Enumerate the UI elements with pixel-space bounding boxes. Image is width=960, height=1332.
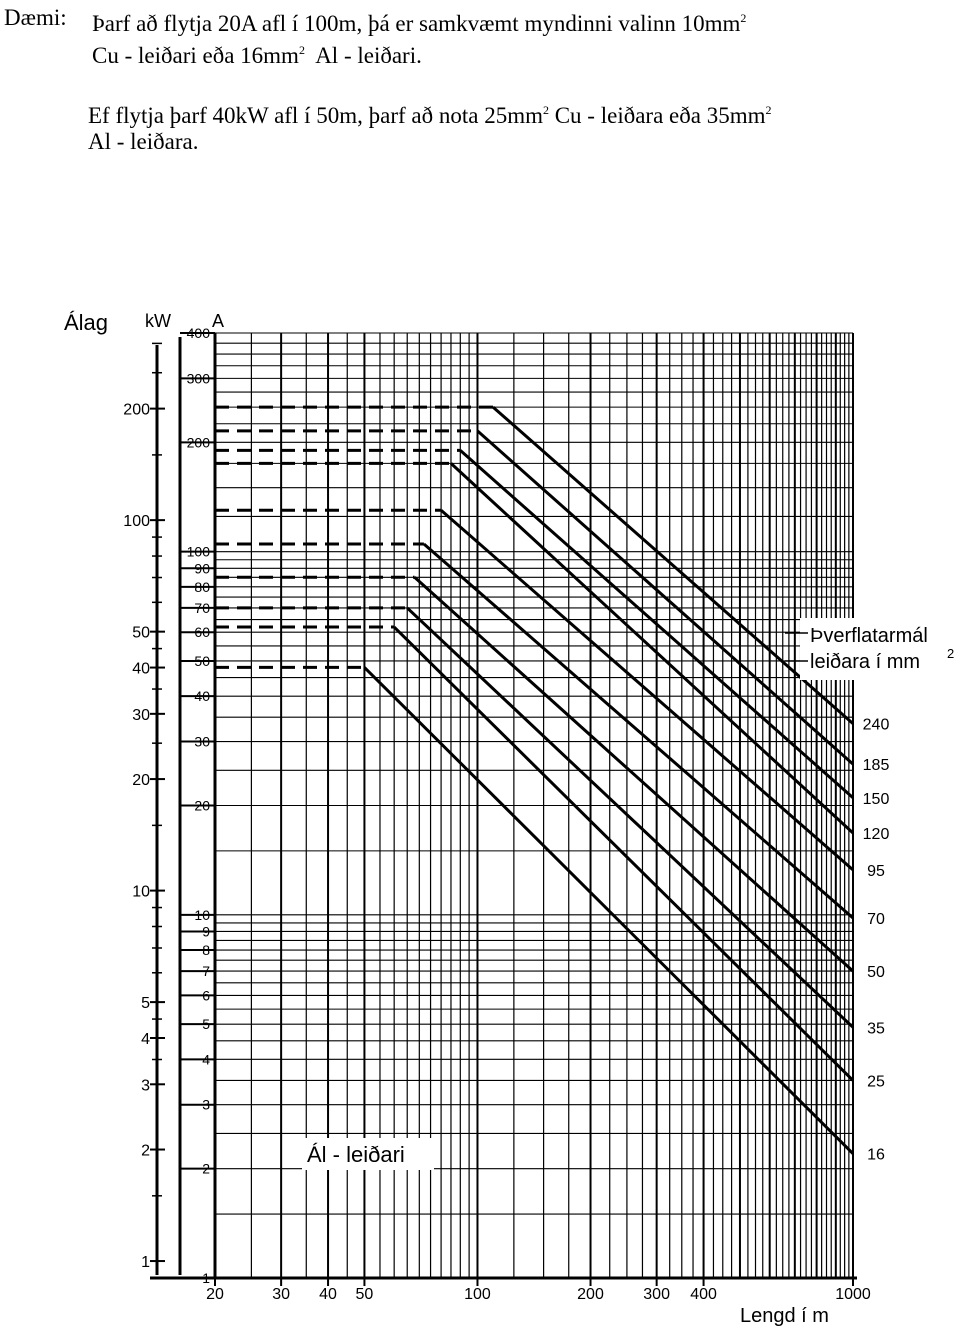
series-150-label: 150 [863,791,890,808]
series-70-line [422,542,854,920]
current-tick-label: 90 [194,560,210,576]
current-tick-label: 200 [187,434,211,450]
legend-box [800,618,960,680]
example-line-3-text: Ef flytja þarf 40kW afl í 50m, þarf að n… [88,103,543,128]
current-tick-label: 7 [202,963,210,979]
x-axis-label: Lengd í m [740,1305,829,1327]
current-tick-label: 300 [187,370,211,386]
series-120-line [449,462,855,835]
current-tick-label: 6 [202,987,210,1003]
series-120-label: 120 [863,826,890,843]
power-axis-label: Álag [64,310,108,335]
series-25-line [393,625,855,1082]
example-line-3-sup: 2 [542,103,549,117]
series-35-label: 35 [867,1020,885,1037]
x-tick-label: 1000 [835,1286,871,1303]
x-tick-label: 200 [577,1286,604,1303]
x-tick-label: 40 [319,1286,337,1303]
example-line-2-sup: 2 [298,43,305,57]
current-tick-label: 1 [202,1270,210,1286]
series-95-line [440,509,854,871]
material-label: Ál - leiðari [307,1142,405,1167]
power-tick-label: 200 [123,402,150,419]
example-line-2-text: Cu - leiðari eða 16mm [92,43,299,68]
current-tick-label: 80 [194,579,210,595]
example-line-2: Cu - leiðari eða 16mm2 Al - leiðari. [92,34,422,72]
example-text: Dæmi: Þarf að flytja 20A afl í 100m, þá … [0,0,960,154]
current-tick-label: 4 [202,1051,210,1067]
current-axis-unit: A [212,311,224,331]
power-tick-label: 10 [132,884,150,901]
series-240-line [492,406,854,725]
series-70-label: 70 [867,911,885,928]
current-tick-label: 9 [202,923,210,939]
current-tick-label: 100 [187,544,211,560]
x-tick-label: 100 [464,1286,491,1303]
current-tick-label: 50 [194,653,210,669]
series-150-line [459,449,854,799]
power-tick-label: 1 [141,1254,150,1271]
series-25-label: 25 [867,1073,885,1090]
power-tick-label: 20 [132,772,150,789]
current-tick-label: 10 [194,907,210,923]
example-label: Dæmi: [4,5,67,30]
power-axis-unit: kW [145,311,171,331]
example-line-1-sup: 2 [740,11,747,25]
power-tick-label: 100 [123,513,150,530]
current-tick-label: 8 [202,942,210,958]
series-50-line [413,576,855,973]
example-line-3-sup2: 2 [765,103,772,117]
current-tick-label: 70 [194,600,210,616]
series-95-label: 95 [867,863,885,880]
series-50-label: 50 [867,964,885,981]
legend-subtitle-sup: 2 [947,646,954,661]
x-tick-label: 30 [272,1286,290,1303]
current-tick-label: 60 [194,624,210,640]
power-tick-label: 5 [141,995,150,1012]
example-line-3-mid: Cu - leiðara eða 35mm [554,103,766,128]
example-line-1: Þarf að flytja 20A afl í 100m, þá er sam… [92,2,746,40]
power-tick-label: 4 [141,1031,150,1048]
x-tick-label: 20 [206,1286,224,1303]
example-line-4: Al - leiðara. [88,129,199,154]
series-240-label: 240 [863,717,890,734]
series-185-line [476,429,854,766]
legend-title: Þverflatarmál [810,625,928,647]
power-tick-label: 2 [141,1143,150,1160]
series-185-label: 185 [863,757,890,774]
legend-subtitle: leiðara í mm [810,651,920,673]
series-35-line [406,606,855,1029]
example-line-3: Ef flytja þarf 40kW afl í 50m, þarf að n… [88,94,771,132]
example-line-2-rest: Al - leiðari. [315,43,422,68]
x-tick-label: 400 [690,1286,717,1303]
example-line-1-text: Þarf að flytja 20A afl í 100m, þá er sam… [92,11,741,36]
current-tick-label: 20 [194,798,210,814]
power-tick-label: 40 [132,661,150,678]
current-tick-label: 400 [187,325,211,341]
series-16-label: 16 [867,1147,885,1164]
series-16-line [363,666,855,1155]
power-tick-label: 50 [132,625,150,642]
power-tick-label: 30 [132,707,150,724]
x-tick-label: 50 [356,1286,374,1303]
current-tick-label: 5 [202,1016,210,1032]
x-tick-label: 300 [643,1286,670,1303]
current-tick-label: 30 [194,734,210,750]
current-tick-label: 2 [202,1161,210,1177]
power-tick-label: 3 [141,1077,150,1094]
current-tick-label: 3 [202,1097,210,1113]
current-tick-label: 40 [194,688,210,704]
material-label-bg [302,1138,434,1170]
